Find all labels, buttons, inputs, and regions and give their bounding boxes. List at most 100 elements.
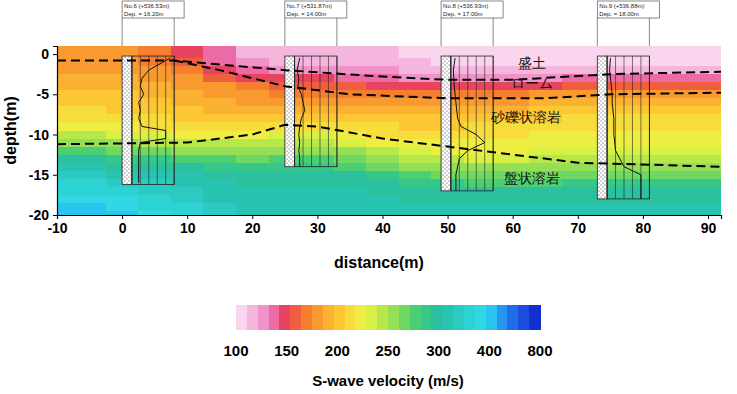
velocity-cell — [399, 179, 432, 188]
velocity-cell — [171, 74, 204, 83]
velocity-cell — [659, 171, 692, 180]
layer-label: ローム — [511, 75, 553, 91]
velocity-cell — [562, 58, 595, 67]
velocity-cell — [236, 122, 269, 131]
velocity-cell — [659, 211, 692, 215]
velocity-cell — [659, 98, 692, 107]
y-axis-title: depth(m) — [2, 96, 19, 164]
velocity-cell — [203, 90, 236, 99]
tick-mark — [53, 54, 57, 55]
velocity-cell — [529, 147, 562, 156]
velocity-cell — [73, 179, 106, 188]
velocity-cell — [203, 74, 236, 83]
layer-boundary — [174, 60, 721, 98]
velocity-cell — [399, 147, 432, 156]
tick-mark — [448, 215, 449, 219]
velocity-cell — [73, 58, 106, 67]
header-leader — [493, 18, 494, 46]
tick-label: -10 — [47, 220, 67, 236]
tick: 60 — [505, 215, 521, 236]
velocity-cell — [73, 171, 106, 180]
velocity-cell — [399, 139, 432, 148]
velocity-cell — [138, 171, 171, 180]
tick: -10 — [29, 127, 57, 143]
axis-line — [58, 216, 722, 220]
velocity-cell — [269, 179, 302, 188]
tick-mark — [252, 215, 253, 219]
velocity-cell — [236, 114, 269, 123]
velocity-cell — [659, 131, 692, 140]
tick-mark — [708, 215, 709, 219]
borehole-header: No.6 (+536.53m)Dep. = 16.20m — [122, 1, 184, 46]
velocity-cell — [366, 211, 399, 215]
velocity-cell — [57, 187, 74, 196]
velocity-cell — [334, 58, 367, 67]
velocity-cell — [464, 98, 497, 107]
velocity-cell — [692, 90, 721, 99]
velocity-cell — [73, 187, 106, 196]
borehole-depth: Dep. = 14.00m — [287, 11, 327, 17]
velocity-cell — [627, 139, 660, 148]
velocity-cell — [57, 179, 74, 188]
velocity-cell — [73, 82, 106, 91]
tick-label: 0 — [119, 220, 127, 236]
borehole-depth: Dep. = 18.00m — [599, 11, 639, 17]
velocity-cell — [627, 147, 660, 156]
velocity-cell — [334, 147, 367, 156]
velocity-cell — [138, 195, 171, 204]
velocity-cell — [57, 139, 74, 148]
velocity-cell — [562, 187, 595, 196]
velocity-cell — [203, 139, 236, 148]
velocity-cell — [301, 195, 334, 204]
tick: -20 — [29, 207, 57, 223]
borehole-column — [285, 56, 295, 167]
velocity-cell — [73, 163, 106, 172]
velocity-cell — [659, 82, 692, 91]
velocity-cell — [301, 46, 334, 59]
velocity-cell — [236, 106, 269, 115]
velocity-cell — [171, 98, 204, 107]
velocity-cell — [203, 155, 236, 164]
velocity-cell — [366, 122, 399, 131]
header-leader — [649, 18, 650, 46]
velocity-cell — [57, 114, 74, 123]
colorbar-swatch — [529, 305, 540, 330]
velocity-cell — [659, 139, 692, 148]
axis: 0-5-10-15-20 — [29, 46, 58, 223]
velocity-cell — [171, 203, 204, 212]
velocity-cell — [57, 98, 74, 107]
velocity-cell — [171, 66, 204, 75]
velocity-cell — [269, 195, 302, 204]
colorbar-swatch — [486, 305, 497, 330]
velocity-cell — [366, 58, 399, 67]
n-grid-line — [165, 56, 166, 184]
velocity-cell — [594, 203, 627, 212]
velocity-cell — [106, 211, 139, 215]
velocity-cell — [562, 131, 595, 140]
velocity-cell — [562, 195, 595, 204]
velocity-cell — [106, 187, 139, 196]
colorbar-swatch — [518, 305, 529, 330]
velocity-cell — [73, 106, 106, 115]
velocity-cell — [203, 106, 236, 115]
velocity-cell — [73, 203, 106, 212]
velocity-cell — [73, 122, 106, 131]
axis-line — [53, 47, 58, 216]
velocity-cell — [627, 82, 660, 91]
velocity-cell — [334, 163, 367, 172]
n-value-frame — [451, 56, 493, 191]
velocity-cell — [496, 131, 529, 140]
velocity-cell — [627, 114, 660, 123]
tick: -10 — [47, 215, 67, 236]
velocity-cell — [269, 171, 302, 180]
colorbar-swatch — [464, 305, 475, 330]
tick-label: 70 — [570, 220, 586, 236]
velocity-cell — [269, 187, 302, 196]
velocity-cell — [692, 171, 721, 180]
velocity-cell — [138, 46, 171, 59]
velocity-cell — [692, 98, 721, 107]
velocity-cell — [399, 98, 432, 107]
velocity-cell — [496, 211, 529, 215]
n-grid-line — [632, 56, 633, 199]
colorbar-swatch — [431, 305, 442, 330]
